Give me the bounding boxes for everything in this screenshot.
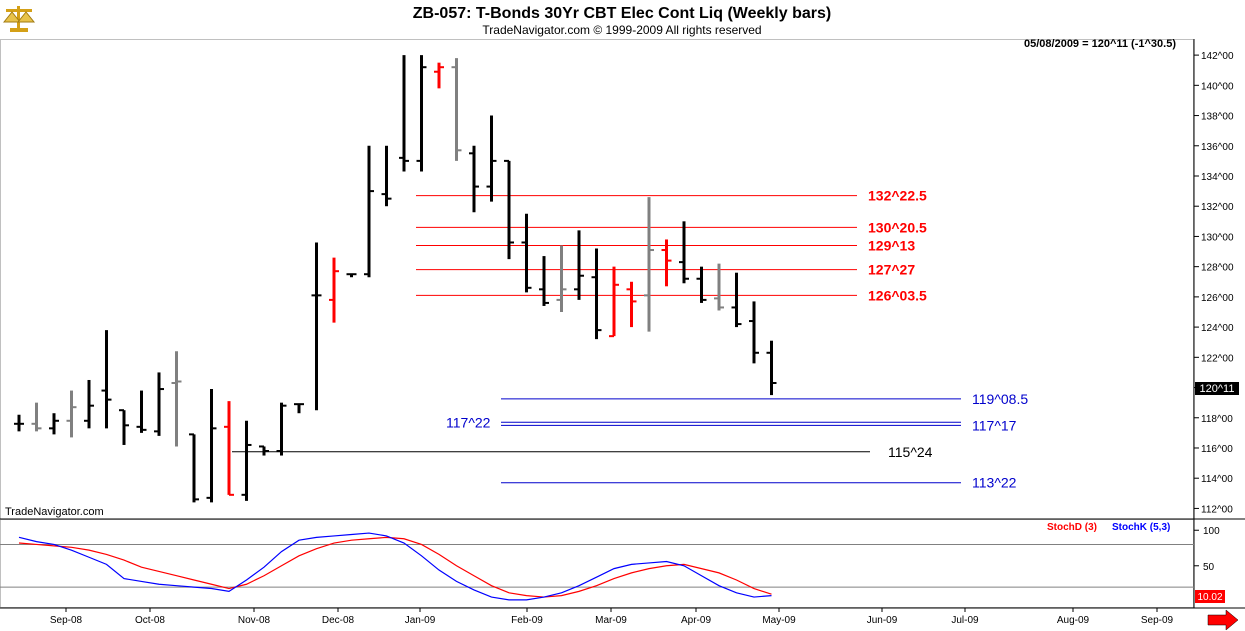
stoch-series-line [18,532,772,601]
y-tick-label: 132^00 [1201,202,1234,213]
level-label: 127^27 [868,262,915,278]
y-tick-label: 130^00 [1201,232,1234,243]
ohlc-bar [119,409,129,445]
y-tick-label: 122^00 [1201,353,1234,364]
y-tick-label: 136^00 [1201,142,1234,153]
arrow-right-icon[interactable] [1207,609,1239,631]
ohlc-bar [416,55,427,172]
scales-icon [2,6,36,32]
y-tick-label: 140^00 [1201,81,1234,92]
x-tick-label: Sep-08 [50,615,83,626]
level-label: 115^24 [888,444,933,460]
ohlc-bar [241,420,252,501]
x-tick-label: May-09 [762,615,796,626]
chart-title: ZB-057: T-Bonds 30Yr CBT Elec Cont Liq (… [413,5,831,22]
chart-subtitle: TradeNavigator.com © 1999-2009 All right… [482,23,761,37]
y-tick-label: 112^00 [1201,504,1233,515]
ohlc-bar [556,245,567,312]
x-tick-label: Apr-09 [681,615,711,626]
y-tick-label: 138^00 [1201,112,1234,123]
ohlc-bar [679,221,689,284]
stoch-value-box [1195,590,1225,603]
stoch-legend-entry: StochK (5,3) [1112,522,1170,533]
price-readout: 05/08/2009 = 120^11 (-1^30.5) [1024,38,1176,50]
ohlc-bar [206,389,217,503]
ohlc-bar [399,55,409,172]
ohlc-bar [31,402,42,432]
ohlc-bar [469,145,479,213]
ohlc-bar [504,159,514,260]
level-label: 129^13 [868,238,915,254]
ohlc-bar [521,213,532,293]
ohlc-bar [259,445,269,456]
stoch-series-line [18,536,772,598]
x-tick-label: Nov-08 [238,615,271,626]
level-label: 130^20.5 [868,219,927,235]
y-tick-label: 124^00 [1201,323,1234,334]
ohlc-bar [311,242,322,411]
level-label: 126^03.5 [868,287,927,303]
ohlc-bar [486,115,497,202]
ohlc-bar [591,248,602,340]
ohlc-bar [696,266,707,303]
ohlc-bar [661,239,672,287]
ohlc-bar [346,273,357,278]
ohlc-bar [294,403,304,414]
ohlc-bar [766,340,777,396]
y-tick-label: 118^00 [1201,414,1233,425]
ohlc-bar [154,372,164,436]
ohlc-bar [381,145,392,207]
ohlc-bar [14,414,24,432]
level-label: 113^22 [972,475,1017,491]
stoch-legend-entry: StochD (3) [1047,522,1097,533]
y-tick-label: 142^00 [1201,51,1234,62]
ohlc-bar [49,413,59,435]
ohlc-bar [609,266,619,338]
level-label: 117^17 [972,417,1017,433]
ohlc-bar [189,433,199,503]
stoch-value-label: 10.02 [1197,592,1222,603]
x-tick-label: Dec-08 [322,615,355,626]
y-tick-label: 128^00 [1201,263,1234,274]
x-tick-label: Jan-09 [405,615,436,626]
ohlc-bar [574,230,584,300]
ohlc-bar [644,197,654,332]
y-tick-label: 116^00 [1201,444,1233,455]
last-price-box [1195,382,1239,395]
x-tick-label: Oct-08 [135,615,165,626]
ohlc-bar [101,330,112,429]
ohlc-bar [434,62,444,89]
y-tick-label: 126^00 [1201,293,1234,304]
ohlc-bar [136,390,147,433]
ohlc-bar [66,390,77,438]
ohlc-bar [84,379,94,429]
ohlc-bar [171,351,182,447]
y-tick-label: 114^00 [1201,474,1233,485]
level-label: 132^22.5 [868,188,927,204]
ohlc-bar [731,272,742,328]
ohlc-bar [626,281,637,328]
x-tick-label: Jul-09 [951,615,979,626]
x-tick-label: Mar-09 [595,615,627,626]
ohlc-bar [714,263,724,311]
ohlc-bar [276,402,287,456]
ohlc-bar [224,401,234,496]
ohlc-bar [451,58,462,161]
last-price-label: 120^11 [1200,383,1235,395]
stoch-y-tick-label: 50 [1203,562,1215,573]
x-tick-label: Aug-09 [1057,615,1090,626]
y-tick-label: 134^00 [1201,172,1234,183]
level-label: 117^22 [446,414,491,430]
ohlc-bar [539,256,549,306]
ohlc-bar [364,145,374,278]
x-tick-label: Jun-09 [867,615,898,626]
stoch-y-tick-label: 100 [1203,526,1220,537]
watermark: TradeNavigator.com [5,506,104,518]
ohlc-bar [329,257,339,323]
x-tick-label: Feb-09 [511,615,543,626]
level-label: 119^08.5 [972,391,1028,407]
x-tick-label: Sep-09 [1141,615,1174,626]
ohlc-bar [749,301,759,364]
